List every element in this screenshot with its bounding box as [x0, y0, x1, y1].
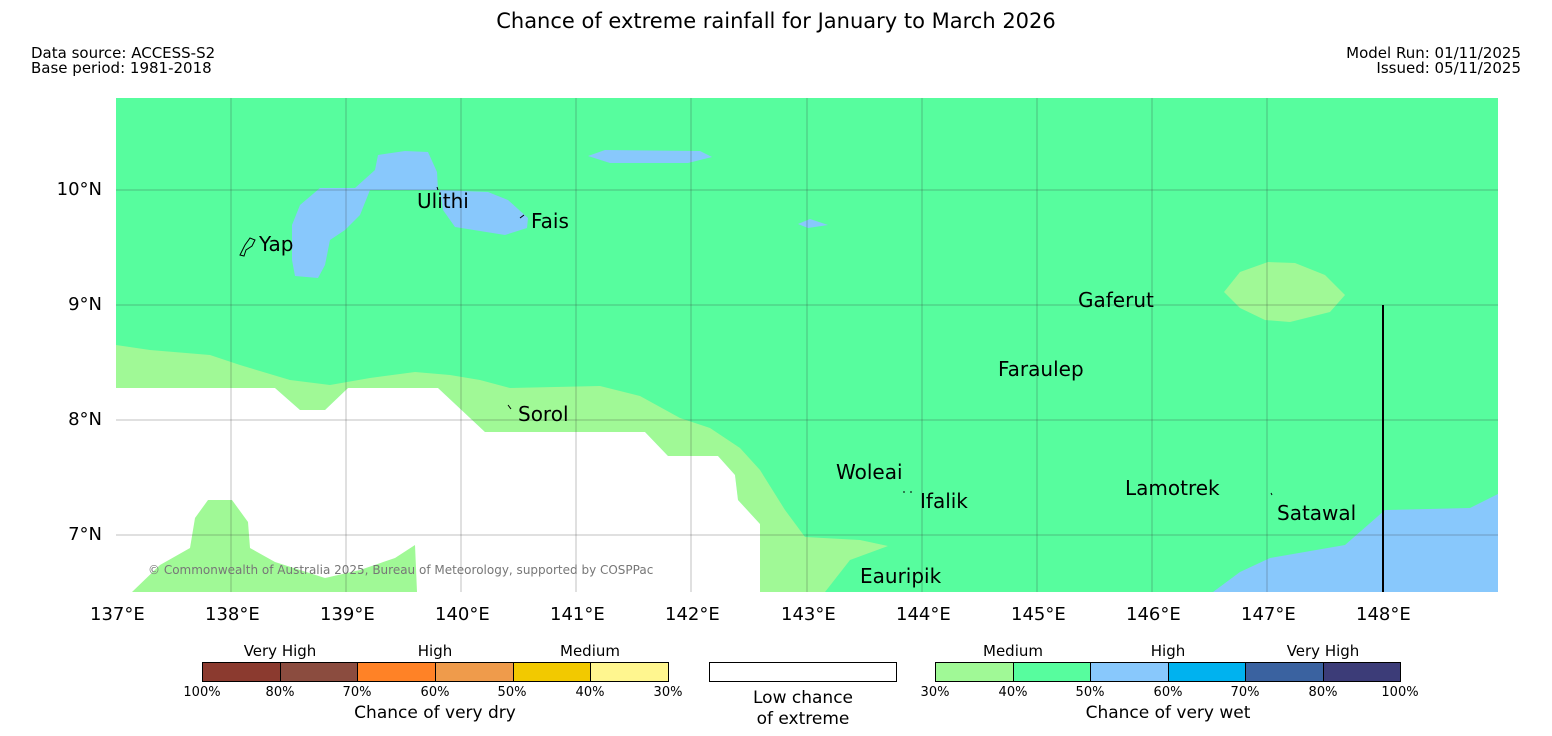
dry-swatch-5 — [512, 663, 591, 681]
region-wet-50-yap — [292, 151, 528, 278]
yap-island — [239, 237, 256, 257]
lon-label-140: 140°E — [435, 604, 490, 625]
lon-label-139: 139°E — [320, 604, 375, 625]
wet-tick-70: 70% — [1230, 685, 1260, 700]
dry-swatch-4 — [435, 663, 513, 681]
data-source: Data source: ACCESS-S2 — [31, 44, 216, 62]
wet-cat-very-high: Very High — [1286, 642, 1360, 660]
gridlines — [116, 98, 1498, 592]
place-yap: Yap — [259, 232, 294, 256]
satawal-island — [1270, 492, 1273, 496]
region-wet-30-east — [1224, 262, 1345, 322]
wet-cat-medium: Medium — [983, 642, 1043, 660]
lon-label-147: 147°E — [1241, 604, 1296, 625]
low-chance-swatch — [709, 662, 897, 682]
sorol-island — [507, 404, 512, 410]
wet-colorbar — [935, 662, 1401, 682]
wet-swatch-1 — [936, 663, 1013, 681]
fais-island — [519, 214, 525, 219]
lon-label-142: 142°E — [665, 604, 720, 625]
wet-swatch-6 — [1322, 663, 1400, 681]
wet-swatch-4 — [1167, 663, 1245, 681]
lon-label-138: 138°E — [205, 604, 260, 625]
dry-tick-60: 60% — [420, 685, 450, 700]
lon-label-137: 137°E — [90, 604, 145, 625]
wet-swatch-5 — [1245, 663, 1323, 681]
place-fais: Fais — [531, 209, 569, 233]
low-chance-caption: Low chance of extreme — [709, 688, 897, 730]
wet-caption: Chance of very wet — [1085, 703, 1251, 723]
dry-tick-30: 30% — [653, 685, 683, 700]
dry-caption: Chance of very dry — [354, 703, 516, 723]
wet-swatch-2 — [1012, 663, 1090, 681]
ulithi-island — [436, 186, 439, 191]
lon-label-148: 148°E — [1356, 604, 1411, 625]
place-woleai: Woleai — [836, 460, 903, 484]
dry-swatch-3 — [357, 663, 436, 681]
dry-cat-medium: Medium — [560, 642, 620, 660]
lat-label-9: 9°N — [68, 294, 102, 315]
lon-label-145: 145°E — [1011, 604, 1066, 625]
meta-left: Data source: ACCESS-S2 Base period: 1981… — [31, 46, 215, 76]
low-swatch — [710, 663, 896, 681]
place-ifalik: Ifalik — [920, 489, 968, 513]
dry-cat-high: High — [417, 642, 453, 660]
dry-tick-80: 80% — [265, 685, 295, 700]
region-wet-50-southeast — [1213, 494, 1498, 592]
lon-label-143: 143°E — [781, 604, 836, 625]
dry-swatch-6 — [590, 663, 669, 681]
place-gaferut: Gaferut — [1078, 288, 1154, 312]
model-run: Model Run: 01/11/2025 — [1346, 44, 1521, 62]
region-wet-30-south — [132, 500, 417, 592]
islands — [239, 186, 1273, 496]
meta-right: Model Run: 01/11/2025 Issued: 05/11/2025 — [1346, 46, 1521, 76]
copyright-notice: © Commonwealth of Australia 2025, Bureau… — [148, 563, 654, 577]
place-faraulep: Faraulep — [998, 357, 1084, 381]
dry-swatch-1 — [203, 663, 280, 681]
region-wet-50-north — [588, 150, 712, 163]
wet-tick-40: 40% — [998, 685, 1028, 700]
dry-tick-100: 100% — [183, 685, 221, 700]
lat-label-7: 7°N — [68, 524, 102, 545]
dry-colorbar — [202, 662, 669, 682]
wet-tick-80: 80% — [1308, 685, 1338, 700]
issued-date: Issued: 05/11/2025 — [1376, 59, 1521, 77]
place-satawal: Satawal — [1277, 501, 1357, 525]
low-caption-line1: Low chance — [753, 688, 853, 708]
wet-tick-30: 30% — [920, 685, 950, 700]
dry-swatch-2 — [279, 663, 358, 681]
lon-label-146: 146°E — [1126, 604, 1181, 625]
lon-label-144: 144°E — [896, 604, 951, 625]
lon-label-141: 141°E — [550, 604, 605, 625]
wet-tick-100: 100% — [1381, 685, 1419, 700]
wet-tick-50: 50% — [1075, 685, 1105, 700]
region-low-chance — [116, 388, 760, 592]
place-eauripik: Eauripik — [860, 564, 942, 588]
wet-tick-60: 60% — [1153, 685, 1183, 700]
dry-tick-50: 50% — [497, 685, 527, 700]
place-lamotrek: Lamotrek — [1125, 476, 1220, 500]
lat-label-8: 8°N — [68, 409, 102, 430]
place-sorol: Sorol — [518, 402, 569, 426]
lat-label-10: 10°N — [56, 179, 102, 200]
region-wet-50-small — [798, 219, 828, 228]
region-wet-30 — [116, 345, 888, 592]
map-title: Chance of extreme rainfall for January t… — [496, 9, 1056, 33]
low-caption-line2: of extreme — [756, 709, 850, 729]
dry-tick-70: 70% — [342, 685, 372, 700]
place-ulithi: Ulithi — [417, 189, 469, 213]
dry-tick-40: 40% — [575, 685, 605, 700]
dry-cat-very-high: Very High — [243, 642, 317, 660]
wet-cat-high: High — [1150, 642, 1186, 660]
base-period: Base period: 1981-2018 — [31, 59, 212, 77]
wet-swatch-3 — [1090, 663, 1168, 681]
